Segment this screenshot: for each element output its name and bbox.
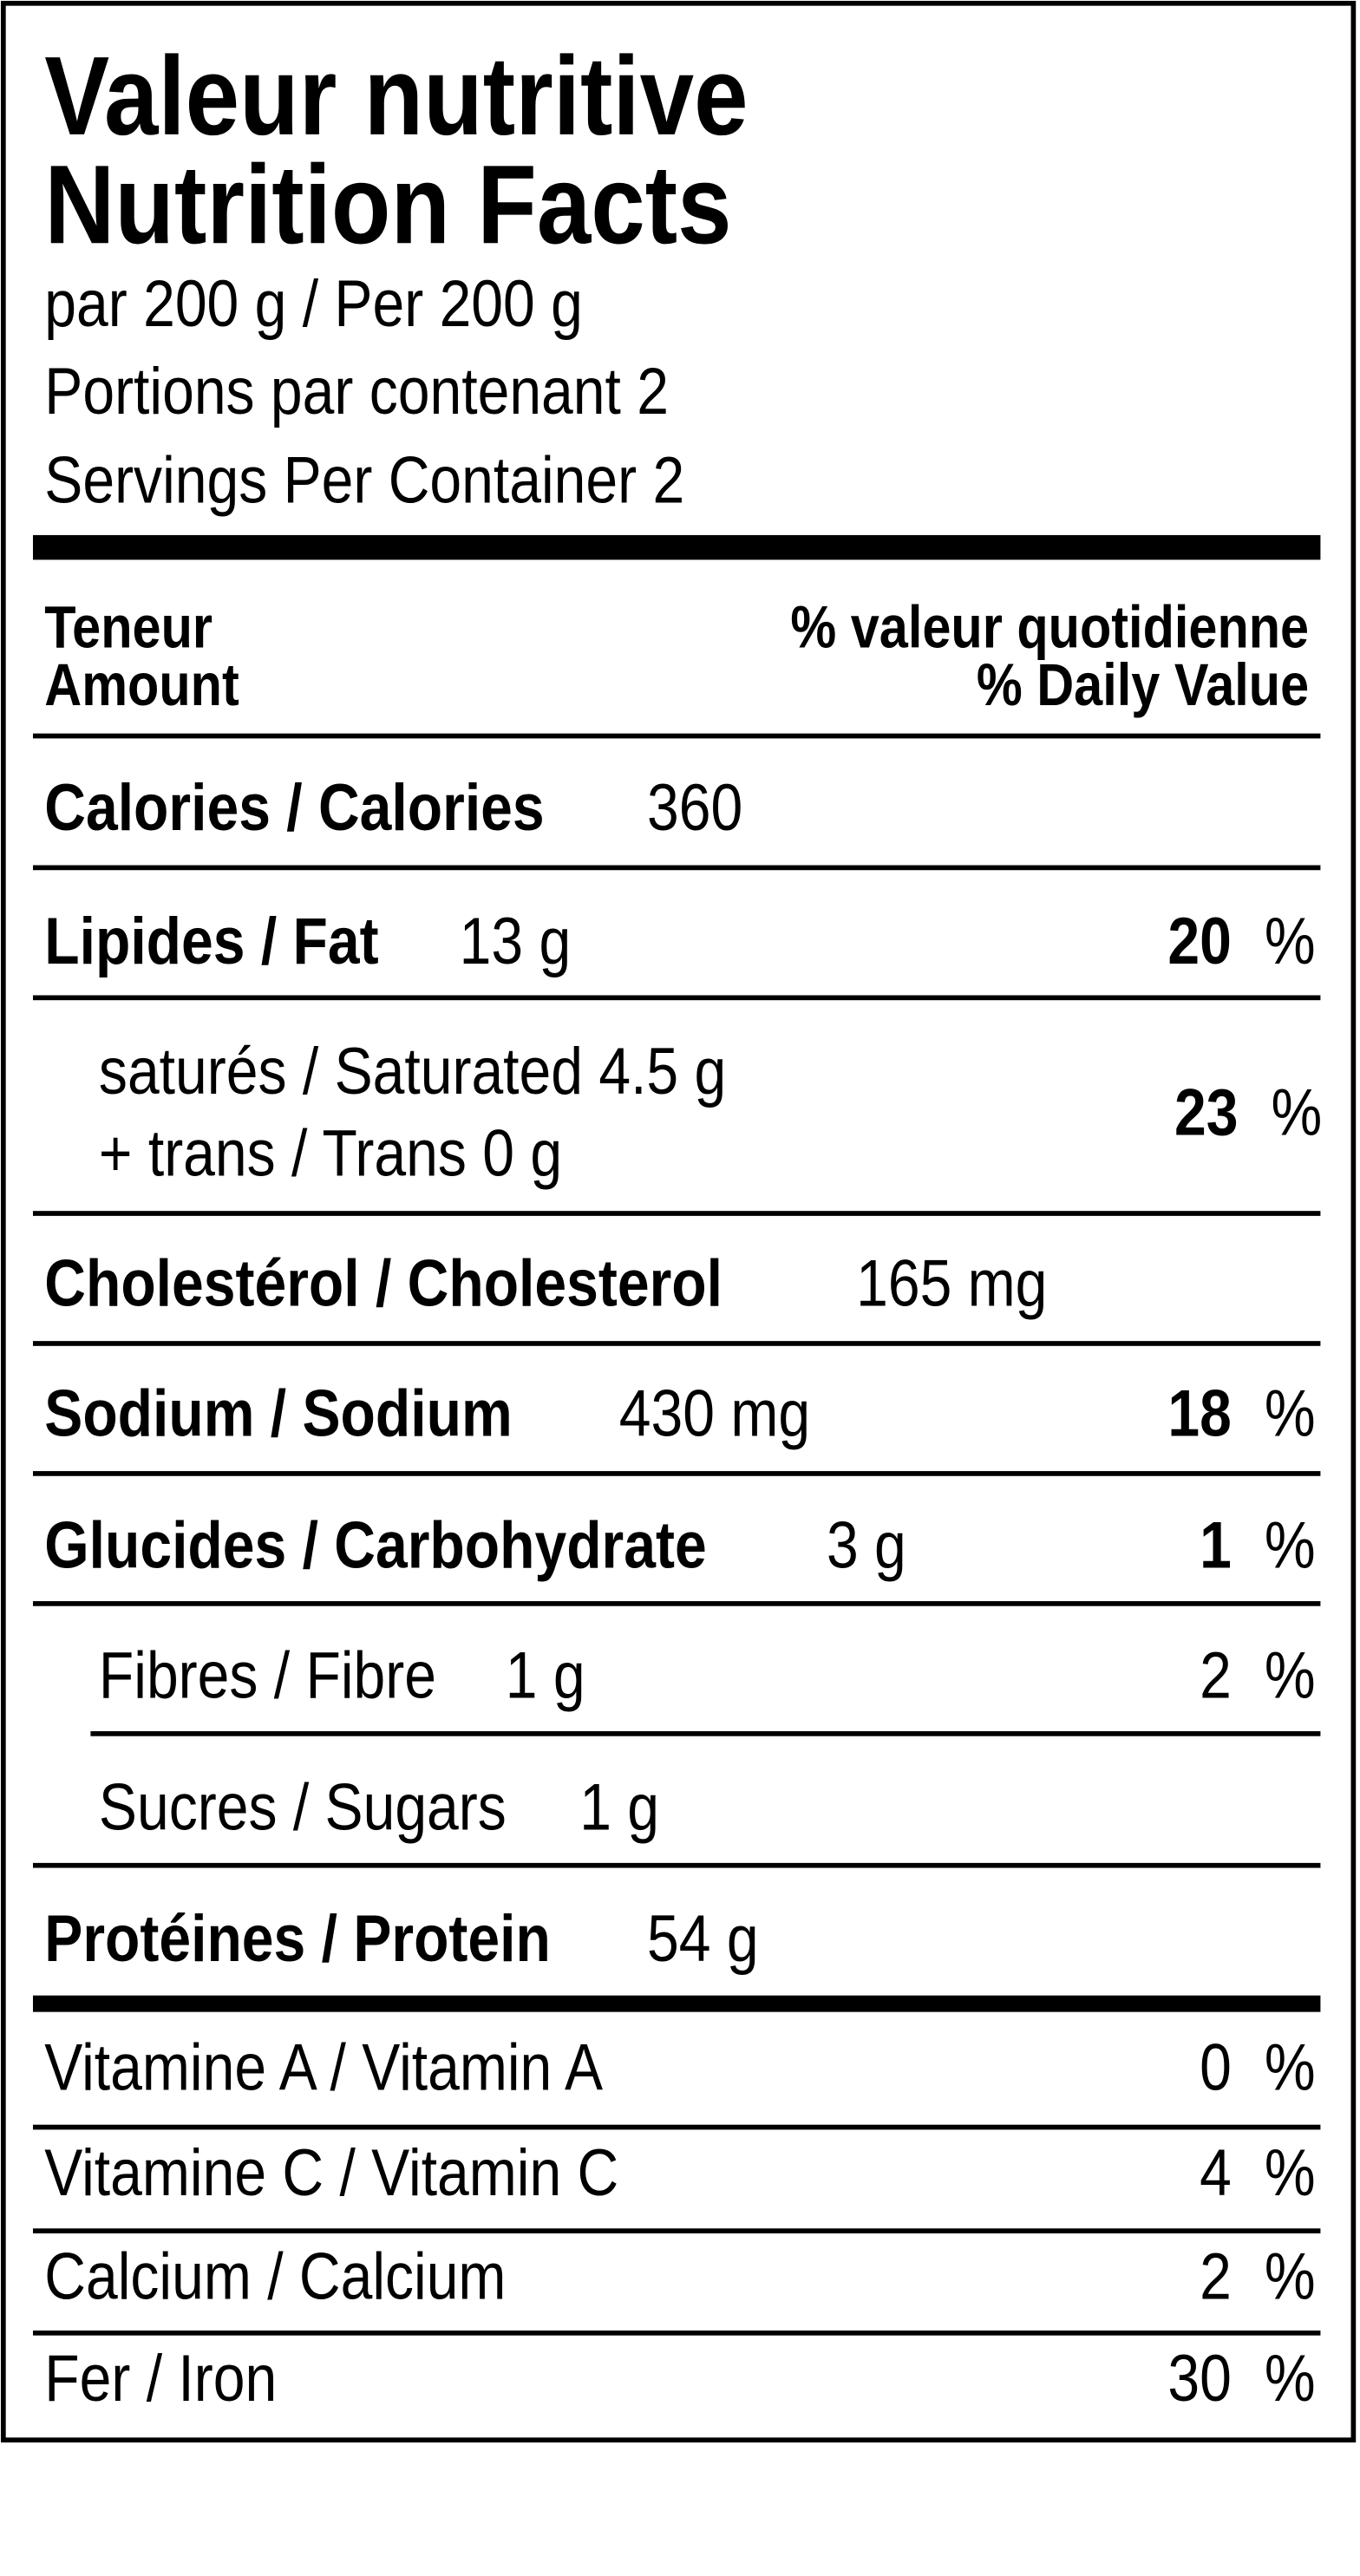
title: Valeur nutritive bbox=[44, 33, 748, 159]
nutrient-label: Fibres / Fibre bbox=[99, 1639, 436, 1712]
row-rule bbox=[32, 1862, 1321, 1868]
row-rule bbox=[32, 1471, 1321, 1476]
nutrient-label: saturés / Saturated 4.5 g bbox=[99, 1036, 726, 1108]
percent-sign: % bbox=[1265, 2240, 1316, 2313]
row-rule bbox=[32, 1341, 1321, 1346]
nutrient-amount: 430 mg bbox=[619, 1377, 810, 1450]
daily-value: 20 bbox=[1167, 906, 1231, 978]
percent-sign: % bbox=[1265, 2031, 1316, 2104]
row-rule bbox=[32, 995, 1321, 1001]
servings: Portions par contenant 2 bbox=[44, 356, 669, 428]
label-border bbox=[0, 0, 1357, 2443]
column-header: % valeur quotidienne bbox=[790, 594, 1309, 661]
percent-sign: % bbox=[1265, 1377, 1316, 1450]
daily-value: 30 bbox=[1167, 2343, 1231, 2416]
daily-value: 2 bbox=[1200, 2240, 1232, 2313]
daily-value: 18 bbox=[1167, 1377, 1231, 1450]
serving-size: par 200 g / Per 200 g bbox=[44, 268, 583, 341]
nutrient-amount: 1 g bbox=[506, 1639, 585, 1712]
row-rule bbox=[90, 1731, 1321, 1736]
nutrient-amount: 54 g bbox=[647, 1903, 759, 1976]
daily-value: 2 bbox=[1200, 1639, 1232, 1712]
nutrient-label: Cholestérol / Cholesterol bbox=[44, 1247, 722, 1320]
nutrient-label: Calories / Calories bbox=[44, 772, 544, 845]
percent-sign: % bbox=[1265, 2137, 1316, 2210]
row-rule bbox=[32, 2124, 1321, 2130]
nutrient-amount: 360 bbox=[647, 772, 742, 845]
column-header: Amount bbox=[44, 651, 239, 718]
row-rule bbox=[32, 865, 1321, 871]
percent-sign: % bbox=[1265, 1639, 1316, 1712]
thick-rule bbox=[32, 534, 1321, 560]
vitamin-label: Vitamine C / Vitamin C bbox=[44, 2137, 618, 2210]
nutrient-amount: 3 g bbox=[827, 1509, 906, 1582]
daily-value: 0 bbox=[1200, 2031, 1232, 2104]
nutrient-amount: 1 g bbox=[579, 1771, 659, 1844]
title: Nutrition Facts bbox=[44, 141, 731, 267]
nutrient-amount: 165 mg bbox=[856, 1247, 1047, 1320]
vitamin-label: Vitamine A / Vitamin A bbox=[44, 2031, 603, 2104]
nutrient-label: Glucides / Carbohydrate bbox=[44, 1509, 706, 1582]
nutrient-amount: 13 g bbox=[460, 906, 572, 978]
vitamin-label: Fer / Iron bbox=[44, 2343, 277, 2416]
column-header: Teneur bbox=[44, 594, 212, 661]
daily-value: 23 bbox=[1174, 1076, 1238, 1149]
nutrient-label: Lipides / Fat bbox=[44, 906, 378, 978]
daily-value: 4 bbox=[1200, 2137, 1232, 2210]
row-rule bbox=[32, 1211, 1321, 1216]
column-header: % Daily Value bbox=[977, 651, 1309, 718]
thick-rule bbox=[32, 1995, 1321, 2012]
percent-sign: % bbox=[1265, 906, 1316, 978]
row-rule bbox=[32, 1601, 1321, 1606]
nutrient-label: Sodium / Sodium bbox=[44, 1377, 512, 1450]
nutrient-label: Sucres / Sugars bbox=[99, 1771, 507, 1844]
daily-value: 1 bbox=[1200, 1509, 1232, 1582]
servings: Servings Per Container 2 bbox=[44, 444, 684, 517]
row-rule bbox=[32, 2228, 1321, 2233]
row-rule bbox=[32, 2330, 1321, 2336]
nutrient-label: Protéines / Protein bbox=[44, 1903, 551, 1976]
percent-sign: % bbox=[1271, 1076, 1322, 1149]
row-rule bbox=[32, 733, 1321, 739]
percent-sign: % bbox=[1265, 1509, 1316, 1582]
percent-sign: % bbox=[1265, 2343, 1316, 2416]
nutrient-label: + trans / Trans 0 g bbox=[99, 1118, 562, 1191]
vitamin-label: Calcium / Calcium bbox=[44, 2240, 506, 2313]
